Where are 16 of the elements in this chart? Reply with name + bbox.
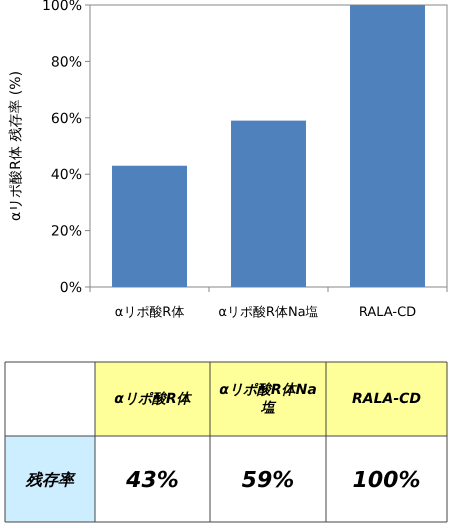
y-tick-label: 80% bbox=[50, 54, 82, 70]
x-tick-label: RALA-CD bbox=[358, 305, 416, 320]
y-axis-title: αリポ酸R体 残存率 (%) bbox=[8, 70, 24, 222]
category-label: αリポ酸R体 bbox=[114, 391, 191, 407]
y-tick-label: 20% bbox=[50, 224, 82, 240]
y-tick-label: 0% bbox=[60, 280, 82, 296]
x-tick-label: αリポ酸R体 bbox=[114, 305, 184, 320]
x-tick-label: αリポ酸R体Na塩 bbox=[218, 305, 319, 320]
y-tick-label: 60% bbox=[50, 110, 82, 127]
category-label: αリポ酸R体Na塩 bbox=[219, 382, 317, 416]
data-label: 43% bbox=[125, 468, 179, 493]
category-label: RALA-CD bbox=[352, 391, 422, 407]
data-label: 59% bbox=[242, 468, 294, 493]
data-label: 100% bbox=[352, 468, 420, 493]
text: 残存率 bbox=[25, 470, 76, 489]
y-tick-label: 40% bbox=[50, 167, 82, 184]
